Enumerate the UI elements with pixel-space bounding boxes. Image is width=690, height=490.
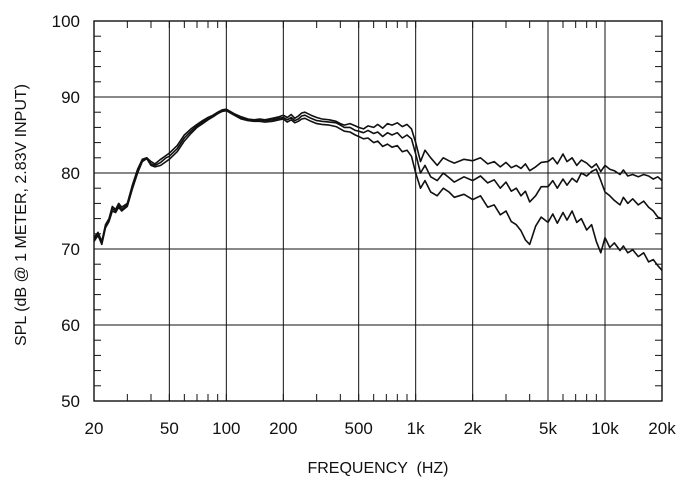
x-tick-labels: 20 50 100 200 500 1k 2k 5k 10k 20k [85,419,677,438]
x-axis-title: FREQUENCY (HZ) [307,460,448,477]
y-tick-label: 60 [61,316,80,335]
x-tick-label: 100 [212,419,240,438]
y-tick-label: 80 [61,164,80,183]
y-tick-label: 90 [61,88,80,107]
plot-frame [93,20,663,402]
y-tick-label: 50 [61,392,80,411]
x-tick-label: 20k [648,419,676,438]
series-line-2 [93,109,663,244]
x-tick-label: 500 [344,419,372,438]
y-tick-label: 70 [61,240,80,259]
y-tick-labels: 50 60 70 80 90 100 [52,12,80,411]
minor-tick-marks [93,20,663,402]
x-tick-label: 50 [160,419,179,438]
x-tick-label: 20 [85,419,104,438]
series-line-3 [93,109,663,271]
x-tick-label: 200 [269,419,297,438]
y-tick-label: 100 [52,12,80,31]
series-line-1 [93,108,663,243]
y-axis-title: SPL (dB @ 1 METER, 2.83V INPUT) [13,84,30,346]
x-tick-label: 10k [591,419,619,438]
x-tick-label: 2k [464,419,482,438]
series-lines [93,108,663,271]
x-tick-label: 1k [407,419,425,438]
x-tick-label: 5k [539,419,557,438]
grid-lines [93,20,663,402]
